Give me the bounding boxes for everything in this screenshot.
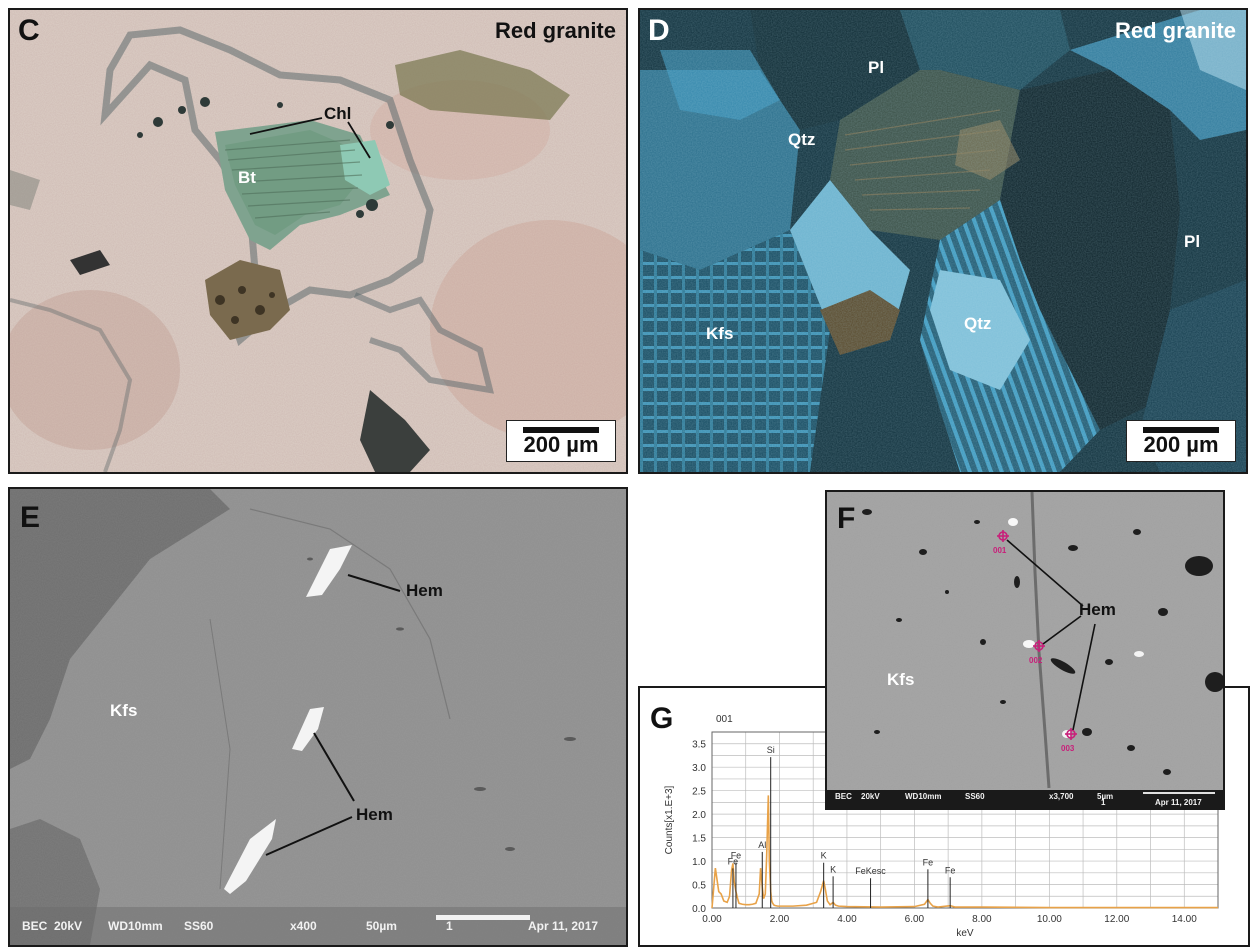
label-kfs: Kfs <box>706 324 734 343</box>
label-hem: Hem <box>1079 600 1116 619</box>
footer-date: Apr 11, 2017 <box>528 919 599 933</box>
panel-letter: D <box>648 14 670 47</box>
x-tick-label: 14.00 <box>1172 914 1197 925</box>
xpl-micrograph-image <box>640 10 1246 472</box>
peak-label: Si <box>767 745 775 755</box>
point-001-label: 001 <box>993 546 1007 555</box>
inset-connector-line <box>1225 686 1249 688</box>
ppl-micrograph-image <box>10 10 626 472</box>
x-tick-label: 12.00 <box>1104 914 1129 925</box>
y-tick-label: 1.5 <box>692 834 706 845</box>
x-tick-label: 0.00 <box>702 914 722 925</box>
y-tick-label: 2.5 <box>692 787 706 798</box>
label-kfs: Kfs <box>110 701 138 720</box>
peak-label: Fe <box>945 865 956 875</box>
label-hem-top: Hem <box>406 581 443 600</box>
footer-scale: 50µm <box>366 919 397 933</box>
footer-mag: x400 <box>290 919 317 933</box>
panel-title: Red granite <box>494 18 616 43</box>
panel-title: Red granite <box>1114 18 1236 43</box>
sem-footer: BEC 20kV WD10mm SS60 x3,700 5µm 1 Apr 11… <box>835 792 1223 807</box>
scale-bar-line <box>1143 427 1219 433</box>
y-tick-label: 3.0 <box>692 763 706 774</box>
x-tick-label: 8.00 <box>972 914 992 925</box>
panel-e-sem-image: E Hem Hem Kfs BEC 20kV WD10mm SS60 x400 … <box>8 487 628 947</box>
footer-ss: SS60 <box>184 919 214 933</box>
y-tick-label: 0.0 <box>692 904 706 915</box>
sem-footer: BEC 20kV WD10mm SS60 x400 50µm 1 Apr 11,… <box>22 919 626 939</box>
panel-d-micrograph: D Red granite Pl Qtz Pl Kfs Qtz 200 µm <box>638 8 1248 474</box>
peak-label: Fe <box>728 856 739 866</box>
x-tick-label: 4.00 <box>837 914 857 925</box>
label-pl-top: Pl <box>868 58 885 77</box>
panel-f-sem-image: F 001 002 003 Hem Kfs BEC 20kV WD10mm SS… <box>825 490 1225 810</box>
scale-bar-label: 200 µm <box>523 432 599 457</box>
scale-bar-line <box>523 427 599 433</box>
footer-kv: 20kV <box>54 919 83 933</box>
footer-index: 1 <box>1101 798 1106 807</box>
peak-label: FeKesc <box>855 866 886 876</box>
panel-letter: G <box>650 702 674 735</box>
panel-letter: F <box>837 502 856 535</box>
footer-ss: SS60 <box>965 792 985 801</box>
footer-scale: 5µm <box>1097 792 1114 801</box>
spectrum-series-line <box>711 795 1218 909</box>
x-tick-label: 6.00 <box>905 914 925 925</box>
label-pl-right: Pl <box>1184 232 1201 251</box>
point-003-label: 003 <box>1061 744 1075 753</box>
footer-wd: WD10mm <box>905 792 942 801</box>
point-002-label: 002 <box>1029 656 1043 665</box>
footer-mode: BEC <box>22 919 48 933</box>
y-axis-label: Counts[x1.E+3] <box>664 785 675 854</box>
footer-mag: x3,700 <box>1049 792 1074 801</box>
peak-label: Fe <box>731 851 742 861</box>
scale-bar: 200 µm <box>1126 420 1236 462</box>
scale-bar-label: 200 µm <box>1143 432 1219 457</box>
footer-kv: 20kV <box>861 792 880 801</box>
peak-label: Al <box>758 840 766 850</box>
footer-wd: WD10mm <box>108 919 163 933</box>
label-kfs: Kfs <box>887 670 915 689</box>
footer-mode: BEC <box>835 792 852 801</box>
panel-letter: C <box>18 14 40 47</box>
bse-image-highmag <box>827 492 1223 808</box>
label-chl: Chl <box>324 104 352 123</box>
peak-label: K <box>830 864 836 874</box>
x-tick-label: 10.00 <box>1037 914 1062 925</box>
footer-date: Apr 11, 2017 <box>1155 798 1202 807</box>
bse-image <box>10 489 626 945</box>
label-qtz-mid: Qtz <box>964 314 992 333</box>
y-tick-label: 1.0 <box>692 857 706 868</box>
panel-c-micrograph: C Red granite Chl Bt 200 µm <box>8 8 628 474</box>
label-hem-bottom: Hem <box>356 805 393 824</box>
panel-letter: E <box>20 501 41 534</box>
y-tick-label: 0.5 <box>692 881 706 892</box>
peak-label: Fe <box>923 857 934 867</box>
y-tick-label: 3.5 <box>692 740 706 751</box>
x-tick-label: 2.00 <box>770 914 790 925</box>
x-axis-label: keV <box>956 928 974 939</box>
scale-bar: 200 µm <box>506 420 616 462</box>
spectrum-title: 001 <box>716 714 733 725</box>
footer-index: 1 <box>446 919 453 933</box>
peak-label: K <box>821 851 827 861</box>
label-qtz-top: Qtz <box>788 130 816 149</box>
label-bt: Bt <box>238 168 256 187</box>
y-tick-label: 2.0 <box>692 810 706 821</box>
